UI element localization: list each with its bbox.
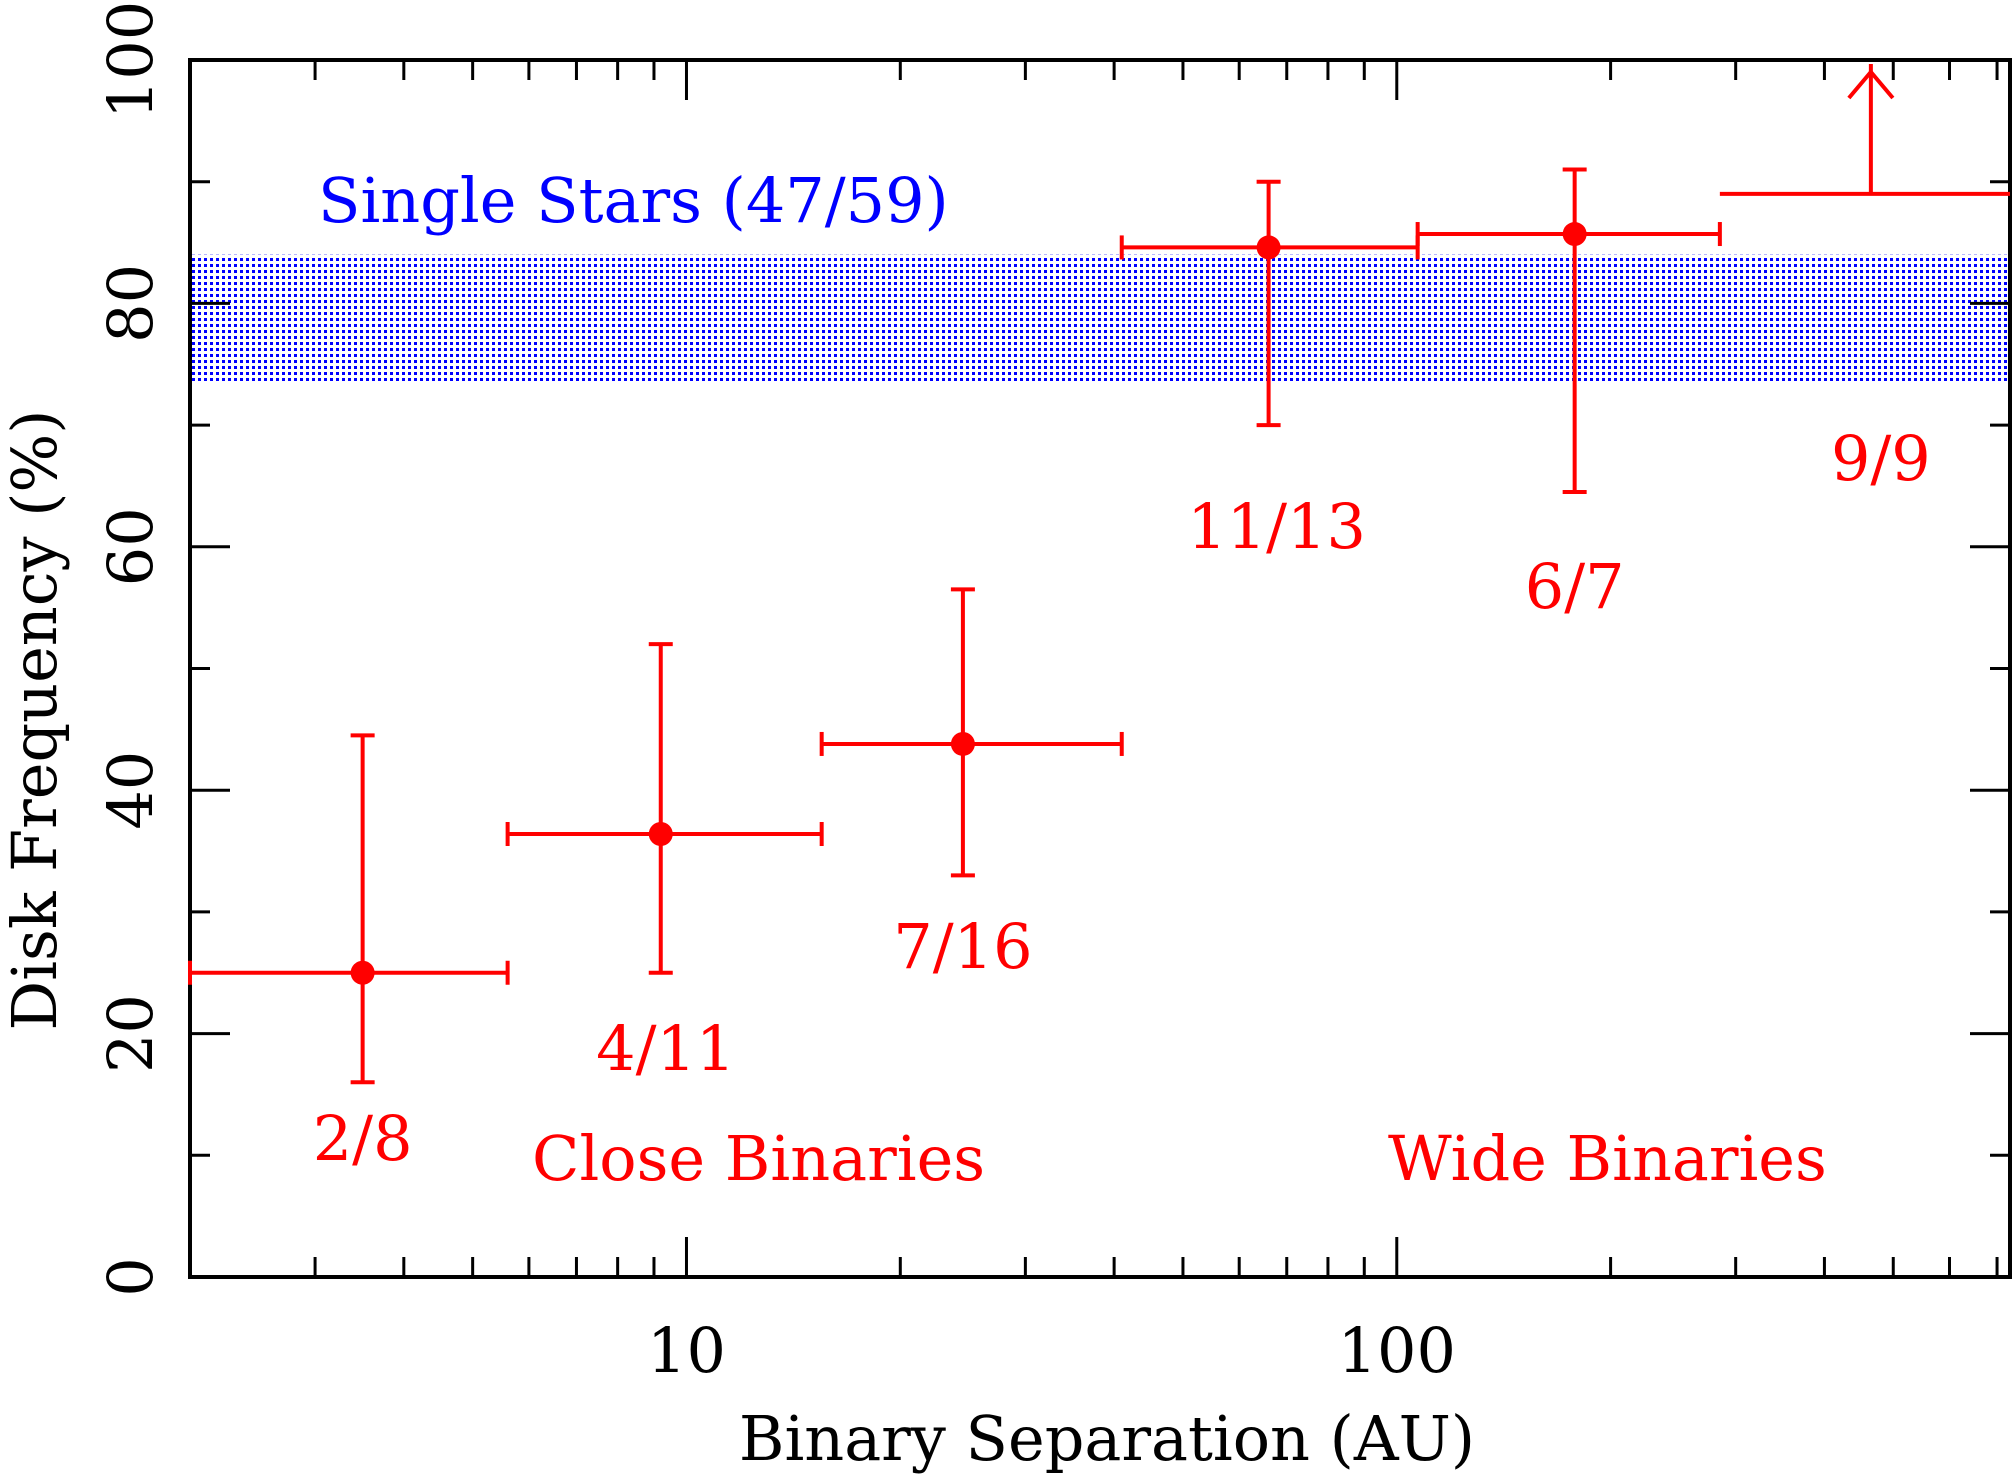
point-label: 7/16 — [893, 910, 1032, 983]
y-tick-label: 80 — [94, 264, 167, 343]
data-point — [648, 822, 673, 847]
point-label: 11/13 — [1187, 490, 1366, 563]
y-tick-label: 100 — [94, 1, 167, 119]
single-stars-band — [190, 254, 2010, 383]
lower-limit-label: 9/9 — [1831, 422, 1931, 495]
data-point — [1256, 235, 1281, 260]
x-tick-label: 10 — [647, 1314, 726, 1387]
axes-layer: 10 100 0 20 40 60 80 100 — [94, 1, 2012, 1387]
data-point — [350, 960, 375, 985]
data-point — [950, 731, 975, 756]
plot-frame — [188, 58, 2012, 1279]
label-layer: 2/8 4/11 7/16 11/13 6/7 9/9 — [313, 422, 1931, 1175]
single-stars-label: Single Stars (47/59) — [318, 164, 949, 237]
wide-binaries-label: Wide Binaries — [1388, 1122, 1827, 1195]
y-tick-label: 0 — [94, 1257, 167, 1296]
x-axis-label: Binary Separation (AU) — [739, 1402, 1475, 1475]
data-layer — [188, 64, 2010, 1085]
y-axis-label: Disk Frequency (%) — [0, 410, 71, 1031]
y-tick-label: 60 — [94, 507, 167, 586]
point-label: 4/11 — [596, 1012, 735, 1085]
point-label: 6/7 — [1525, 550, 1625, 623]
lower-limit-arrow-head — [1847, 68, 1895, 100]
data-point — [1562, 222, 1587, 247]
single-stars-band-layer — [190, 254, 2010, 383]
y-tick-label: 40 — [94, 751, 167, 830]
x-tick-label: 100 — [1338, 1314, 1456, 1387]
close-binaries-label: Close Binaries — [532, 1122, 985, 1195]
point-label: 2/8 — [313, 1102, 413, 1175]
y-tick-label: 20 — [94, 994, 167, 1073]
